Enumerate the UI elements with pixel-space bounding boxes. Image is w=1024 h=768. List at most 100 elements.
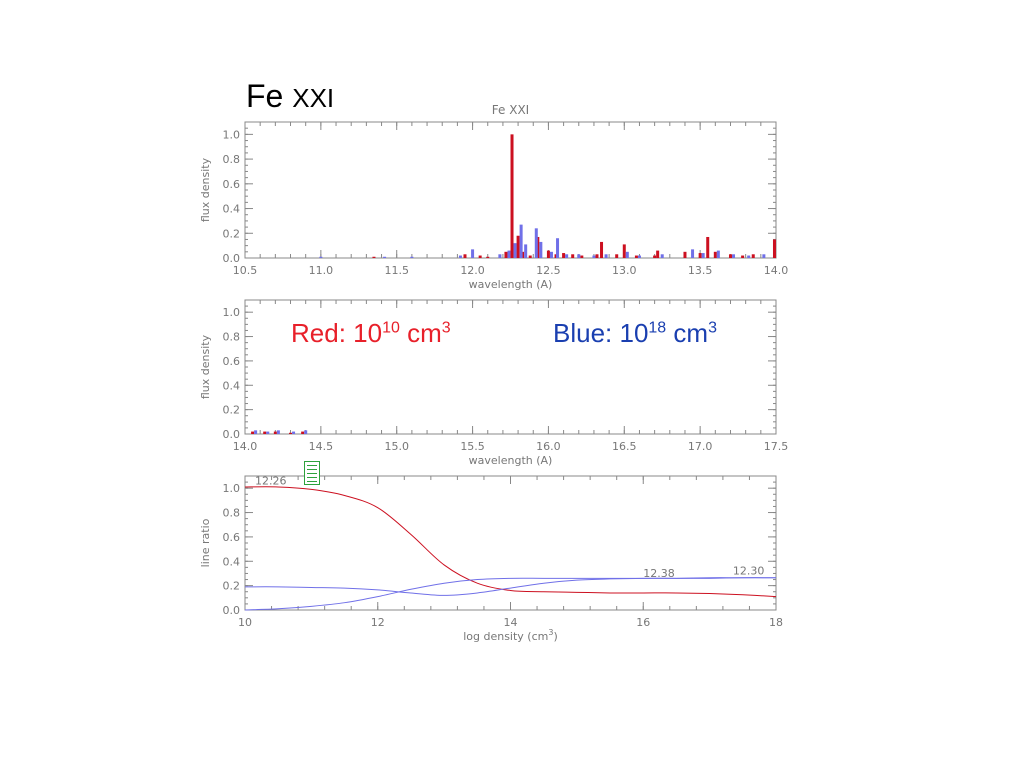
spectral-line-bar bbox=[762, 254, 766, 258]
spectral-line-bar bbox=[713, 251, 717, 258]
y-tick-label: 0.8 bbox=[223, 507, 241, 520]
y-axis-label: flux density bbox=[199, 157, 212, 222]
x-tick-label: 13.0 bbox=[612, 264, 637, 277]
y-tick-label: 0.0 bbox=[223, 428, 241, 441]
x-axis-label: wavelength (A) bbox=[469, 278, 553, 291]
spectral-line-bar bbox=[383, 256, 387, 258]
spectral-line-bar bbox=[571, 254, 575, 258]
x-tick-label: 11.0 bbox=[309, 264, 334, 277]
spectral-line-bar bbox=[410, 256, 414, 258]
spectral-line-bar bbox=[539, 241, 543, 258]
spectral-line-bar bbox=[622, 244, 626, 258]
spectral-line-bar bbox=[546, 250, 550, 258]
spectral-line-bar bbox=[625, 251, 629, 258]
spectral-line-bar bbox=[600, 241, 604, 258]
spectral-line-bar bbox=[656, 250, 660, 258]
x-tick-label: 13.5 bbox=[688, 264, 713, 277]
spectral-line-bar bbox=[524, 244, 528, 258]
spectral-line-bar bbox=[592, 255, 596, 258]
y-tick-label: 1.0 bbox=[223, 482, 241, 495]
spectral-line-bar bbox=[554, 254, 558, 258]
spectral-line-bar bbox=[562, 253, 566, 258]
slide-title-main: Fe bbox=[246, 78, 293, 114]
y-tick-label: 0.6 bbox=[223, 178, 241, 191]
spectral-line-bar bbox=[292, 431, 296, 434]
spectral-line-bar bbox=[565, 254, 569, 258]
spectral-line-bar bbox=[276, 430, 280, 434]
spectral-line-bar bbox=[536, 236, 540, 258]
x-tick-label: 16.0 bbox=[536, 440, 561, 453]
x-tick-label: 14.5 bbox=[309, 440, 334, 453]
x-tick-label: 18 bbox=[769, 616, 783, 629]
y-tick-label: 0.4 bbox=[223, 379, 241, 392]
spectral-line-bar bbox=[372, 256, 376, 258]
document-icon[interactable] bbox=[304, 461, 320, 485]
spectral-line-bar bbox=[471, 249, 475, 258]
x-tick-label: 16.5 bbox=[612, 440, 637, 453]
spectral-line-bar bbox=[513, 243, 517, 258]
spectral-line-bar bbox=[289, 432, 293, 434]
line-ratio-series bbox=[244, 577, 777, 596]
spectral-line-bar bbox=[507, 250, 511, 258]
spectral-line-bar bbox=[319, 256, 323, 258]
spectral-line-bar bbox=[504, 251, 508, 258]
spectral-line-bar bbox=[516, 235, 520, 258]
spectral-line-bar bbox=[732, 254, 736, 258]
spectral-line-bar bbox=[741, 255, 745, 258]
spectral-line-bar bbox=[701, 253, 705, 258]
spectral-line-bar bbox=[660, 254, 664, 258]
spectral-line-bar bbox=[534, 228, 538, 258]
y-tick-label: 0.8 bbox=[223, 153, 241, 166]
spectral-line-bar bbox=[747, 255, 751, 258]
spectral-line-bar bbox=[580, 255, 584, 258]
spectral-line-bar bbox=[698, 253, 702, 258]
spectral-line-bar bbox=[577, 254, 581, 258]
spectral-line-bar bbox=[615, 254, 619, 258]
spectral-line-bar bbox=[772, 239, 776, 258]
y-tick-label: 0.0 bbox=[223, 252, 241, 265]
x-tick-label: 14.0 bbox=[764, 264, 789, 277]
y-axis-label: line ratio bbox=[199, 518, 212, 567]
spectral-line-bar bbox=[521, 251, 525, 258]
plot-frame bbox=[244, 121, 777, 259]
y-tick-label: 0.4 bbox=[223, 203, 241, 216]
spectral-line-bar bbox=[637, 255, 641, 258]
x-tick-label: 12 bbox=[371, 616, 385, 629]
y-tick-label: 0.2 bbox=[223, 404, 241, 417]
spectral-line-bar bbox=[273, 431, 277, 434]
spectral-line-bar bbox=[595, 254, 599, 258]
x-tick-label: 17.0 bbox=[688, 440, 713, 453]
slide-title-roman: XXI bbox=[292, 83, 335, 113]
spectral-line-bar bbox=[604, 254, 608, 258]
x-tick-label: 16 bbox=[636, 616, 650, 629]
spectral-line-bar bbox=[478, 255, 482, 258]
series-annotation: 12.30 bbox=[733, 565, 765, 578]
slide-title: Fe XXI bbox=[246, 76, 334, 118]
spectral-line-bar bbox=[486, 256, 490, 258]
x-tick-label: 12.0 bbox=[460, 264, 485, 277]
x-tick-label: 10.5 bbox=[233, 264, 258, 277]
spectral-line-bar bbox=[463, 254, 467, 258]
y-tick-label: 1.0 bbox=[223, 128, 241, 141]
y-tick-label: 0.8 bbox=[223, 331, 241, 344]
red-density-label: Red: 1010 cm3 bbox=[291, 318, 451, 348]
spectral-line-bar bbox=[691, 249, 695, 258]
y-tick-label: 0.4 bbox=[223, 555, 241, 568]
spectral-line-bar bbox=[716, 250, 720, 258]
spectral-line-bar bbox=[304, 430, 308, 434]
spectral-line-bar bbox=[510, 134, 514, 258]
spectral-line-bar bbox=[683, 251, 687, 258]
x-axis-label: log density (cm3) bbox=[463, 628, 558, 643]
x-tick-label: 10 bbox=[238, 616, 252, 629]
spectral-line-bar bbox=[634, 255, 638, 258]
x-tick-label: 14 bbox=[504, 616, 518, 629]
y-tick-label: 0.6 bbox=[223, 355, 241, 368]
spectral-line-bar bbox=[751, 254, 755, 258]
y-tick-label: 0.0 bbox=[223, 604, 241, 617]
y-axis-label: flux density bbox=[199, 334, 212, 399]
x-tick-label: 17.5 bbox=[764, 440, 789, 453]
series-annotation: 12.26 bbox=[255, 475, 286, 488]
spectral-line-bar bbox=[254, 430, 258, 434]
x-tick-label: 15.5 bbox=[460, 440, 485, 453]
